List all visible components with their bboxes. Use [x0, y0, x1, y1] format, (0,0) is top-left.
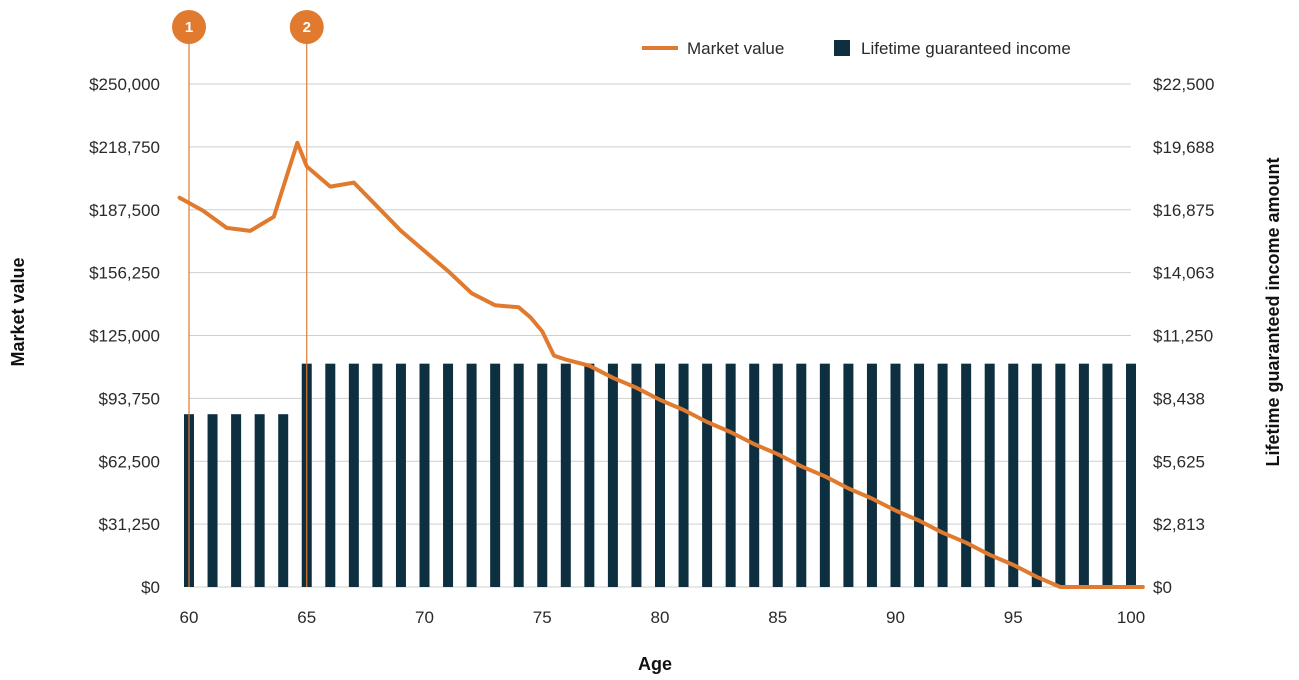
y-right-tick-label: $14,063 — [1153, 264, 1214, 283]
market-value-line — [177, 140, 1145, 589]
y-left-tick-label: $0 — [141, 578, 160, 597]
x-tick-label: 70 — [415, 608, 434, 627]
y-right-tick-label: $22,500 — [1153, 75, 1214, 94]
income-bar — [961, 363, 972, 587]
y-left-tick-label: $250,000 — [89, 75, 160, 94]
legend-square-swatch — [834, 40, 850, 56]
income-bar — [584, 363, 595, 587]
y-left-tick-label: $125,000 — [89, 327, 160, 346]
y-left-tick-label: $93,750 — [99, 389, 160, 408]
income-bar — [325, 363, 336, 587]
y-right-tick-label: $8,438 — [1153, 389, 1205, 408]
income-bar — [772, 363, 783, 587]
x-tick-label: 95 — [1004, 608, 1023, 627]
gridlines — [189, 83, 1131, 588]
income-bar — [796, 363, 807, 587]
income-bar — [725, 363, 736, 587]
x-tick-label: 60 — [180, 608, 199, 627]
income-bar — [678, 363, 689, 587]
market-value-polyline — [177, 140, 1145, 589]
income-bar — [1055, 363, 1066, 587]
income-bar — [1102, 363, 1113, 587]
income-bar — [1126, 363, 1136, 587]
income-bar — [443, 363, 454, 587]
right-axis-title: Lifetime guaranteed income amount — [1263, 157, 1283, 466]
y-right-tick-label: $5,625 — [1153, 452, 1205, 471]
income-bar — [914, 363, 925, 587]
income-bar — [466, 363, 477, 587]
income-bar — [419, 363, 430, 587]
income-bar — [984, 363, 995, 587]
x-tick-label: 80 — [651, 608, 670, 627]
y-right-tick-label: $16,875 — [1153, 201, 1214, 220]
legend-label-market-value: Market value — [687, 39, 784, 58]
marker-circle — [289, 10, 324, 44]
marker-circle — [172, 10, 206, 44]
y-right-tick-label: $2,813 — [1153, 515, 1205, 534]
x-tick-label: 100 — [1117, 608, 1145, 627]
y-right-tick-label: $19,688 — [1153, 138, 1214, 157]
income-bar — [843, 363, 854, 587]
x-tick-label: 75 — [533, 608, 552, 627]
income-bar — [348, 363, 359, 587]
income-bar — [490, 363, 501, 587]
x-tick-label: 85 — [768, 608, 787, 627]
income-bar — [631, 363, 642, 587]
income-bar — [890, 363, 901, 587]
legend-label-lifetime-income: Lifetime guaranteed income — [861, 39, 1071, 58]
y-left-tick-label: $31,250 — [99, 515, 160, 534]
y-left-tick-label: $62,500 — [99, 452, 160, 471]
left-axis-ticks: $0 $31,250 $62,500 $93,750 $125,000 $156,250 $… — [89, 75, 160, 597]
income-bar — [278, 414, 289, 587]
income-bars — [184, 363, 1136, 587]
income-bar — [607, 363, 618, 587]
income-bar — [866, 363, 877, 587]
income-bar — [513, 363, 524, 587]
x-axis-ticks: 60 65 70 75 80 85 90 95 100 — [180, 608, 1146, 627]
income-bar — [207, 414, 218, 587]
x-tick-label: 90 — [886, 608, 905, 627]
y-left-tick-label: $156,250 — [89, 264, 160, 283]
marker-number: 2 — [303, 19, 311, 36]
income-bar — [372, 363, 383, 587]
income-bar — [1078, 363, 1089, 587]
income-bar — [1031, 363, 1042, 587]
income-bar — [937, 363, 948, 587]
income-bar — [749, 363, 760, 587]
income-bar — [254, 414, 265, 587]
y-right-tick-label: $0 — [1153, 578, 1172, 597]
legend: Market value Lifetime guaranteed income — [642, 39, 1071, 58]
marker-number: 1 — [185, 19, 193, 36]
income-bar — [702, 363, 713, 587]
right-axis-ticks: $0 $2,813 $5,625 $8,438 $11,250 $14,063 $16,87… — [1153, 75, 1214, 597]
x-tick-label: 65 — [297, 608, 316, 627]
income-bar — [1008, 363, 1019, 587]
left-axis-title: Market value — [8, 257, 28, 366]
income-bar — [395, 363, 406, 587]
y-right-tick-label: $11,250 — [1153, 327, 1213, 346]
income-bar — [655, 363, 665, 587]
y-left-tick-label: $218,750 — [89, 138, 160, 157]
income-bar — [560, 363, 571, 587]
income-bar — [537, 363, 548, 587]
income-bar — [231, 414, 242, 587]
x-axis-title: Age — [638, 654, 672, 674]
y-left-tick-label: $187,500 — [89, 201, 160, 220]
